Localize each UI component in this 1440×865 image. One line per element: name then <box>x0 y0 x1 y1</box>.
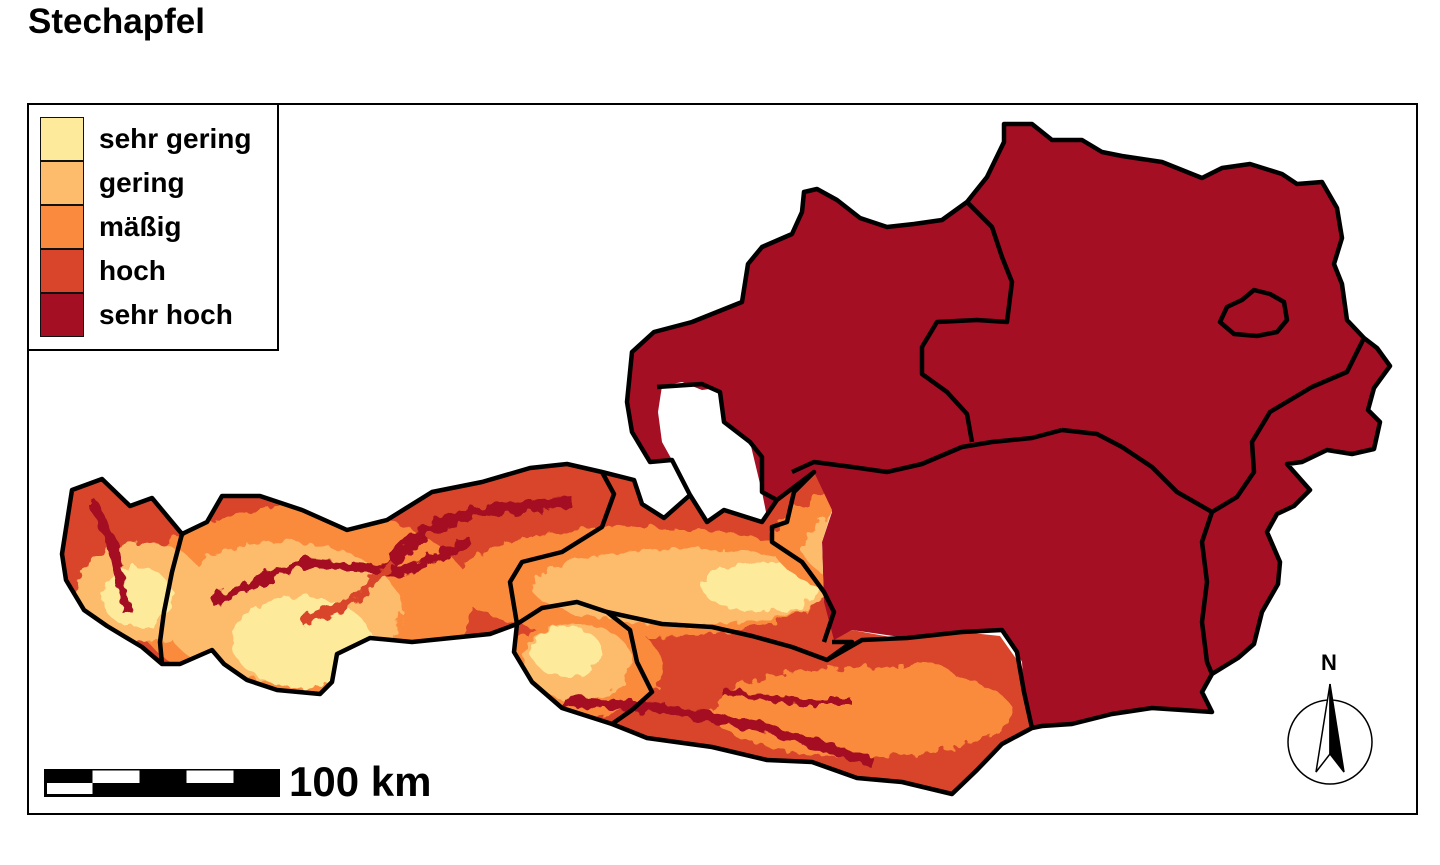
border-noe-burgenland <box>1210 336 1367 514</box>
austria-risk-map <box>59 121 1393 797</box>
legend-label: mäßig <box>99 211 182 242</box>
border-ooe-steiermark <box>791 427 1063 475</box>
north-arrow-icon: N <box>1287 650 1373 785</box>
legend-item: gering <box>40 161 185 205</box>
border-salzburg-steiermark <box>688 469 837 643</box>
province-borders <box>59 121 1393 797</box>
legend-label: gering <box>99 167 185 198</box>
legend-item: mäßig <box>40 205 181 249</box>
legend-label: hoch <box>99 255 166 286</box>
legend-swatch <box>40 249 84 293</box>
region-lowland-northeast <box>627 124 1390 728</box>
legend: sehr gering gering mäßig hoch sehr hoch <box>27 103 279 351</box>
border-kaernten-steiermark <box>825 627 1035 729</box>
legend-swatch <box>40 205 84 249</box>
scale-label: 100 km <box>289 758 432 805</box>
border-steiermark-noe <box>1061 427 1214 514</box>
legend-item: sehr hoch <box>40 293 233 337</box>
map-panel <box>27 103 1418 815</box>
legend-item: hoch <box>40 249 166 293</box>
border-ooe-noe <box>919 200 1015 443</box>
border-wien <box>1217 287 1290 339</box>
legend-label: sehr hoch <box>99 299 233 330</box>
border-osttirol-kaernten <box>515 599 655 726</box>
map-title: Stechapfel <box>28 2 205 41</box>
border-tirol-salzburg <box>507 470 617 625</box>
border-salzburg-kaernten <box>606 609 855 663</box>
border-ooe-salzburg <box>656 381 779 502</box>
legend-item: sehr gering <box>40 117 251 161</box>
legend-swatch <box>40 117 84 161</box>
border-steiermark-burgenland <box>1199 511 1215 675</box>
north-label: N <box>1321 650 1337 675</box>
legend-swatch <box>40 161 84 205</box>
scale-bar <box>44 769 280 797</box>
legend-swatch <box>40 293 84 337</box>
border-vorarlberg-tirol <box>157 533 185 665</box>
legend-label: sehr gering <box>99 123 252 154</box>
